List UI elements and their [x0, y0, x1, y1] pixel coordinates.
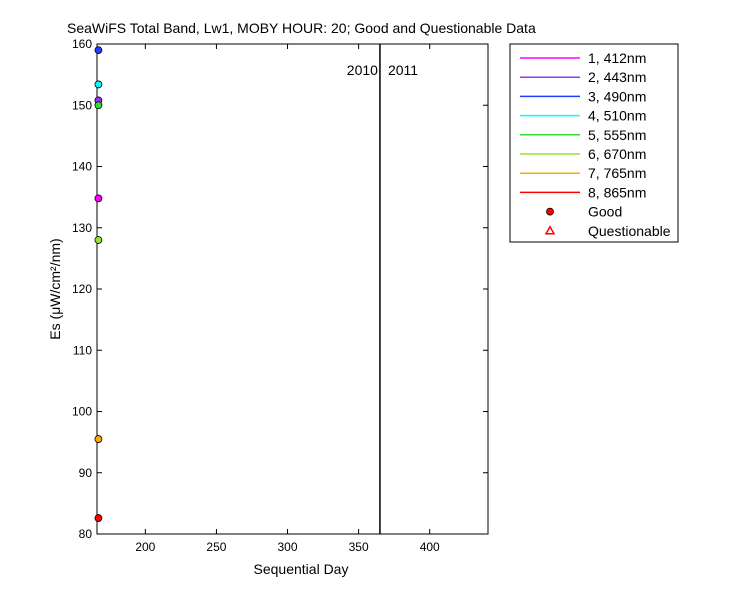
y-tick-label: 110 — [73, 343, 92, 357]
y-tick-label: 160 — [72, 37, 92, 51]
x-tick-label: 400 — [420, 540, 440, 554]
legend: 1, 412nm 2, 443nm 3, 490nm 4, 510nm 5, 555nm… — [509, 43, 679, 243]
y-tick-label: 150 — [72, 98, 92, 112]
y-tick-label: 130 — [72, 221, 92, 235]
data-point — [94, 46, 103, 55]
data-points — [94, 46, 103, 522]
legend-label: 3, 490nm — [588, 88, 646, 104]
data-point — [94, 194, 103, 203]
x-tick-label: 200 — [135, 540, 155, 554]
x-tick-label: 350 — [349, 540, 369, 554]
data-point — [94, 514, 103, 522]
legend-label: 5, 555nm — [588, 127, 646, 143]
data-point — [94, 80, 103, 89]
legend-label: 8, 865nm — [588, 184, 646, 200]
good-marker-icon — [546, 207, 554, 216]
axes: 80 90 100 110 120 130 140 150 160 200 250 300 350 400 — [72, 37, 488, 554]
x-tick-label: 250 — [206, 540, 226, 554]
legend-label: 2, 443nm — [588, 69, 646, 85]
y-tick-label: 90 — [79, 466, 93, 480]
chart-title: SeaWiFS Total Band, Lw1, MOBY HOUR: 20; … — [67, 20, 536, 36]
legend-label: 1, 412nm — [588, 50, 646, 66]
data-point — [94, 435, 103, 443]
year-label-left: 2010 — [347, 62, 378, 78]
y-axis-label: Es (μW/cm²/nm) — [47, 238, 63, 339]
legend-label: 7, 765nm — [588, 165, 646, 181]
x-axis-label: Sequential Day — [254, 561, 349, 577]
y-tick-label: 80 — [79, 527, 93, 541]
y-tick-label: 100 — [72, 405, 92, 419]
plot-area — [96, 43, 489, 535]
questionable-marker-icon — [544, 225, 556, 235]
legend-label: 6, 670nm — [588, 146, 646, 162]
data-point — [94, 236, 103, 244]
legend-label: 4, 510nm — [588, 108, 646, 124]
data-point — [94, 101, 103, 110]
x-tick-label: 300 — [278, 540, 298, 554]
year-label-right: 2011 — [388, 62, 418, 78]
legend-label: Questionable — [588, 223, 671, 239]
legend-label: Good — [588, 204, 622, 220]
y-tick-label: 120 — [72, 282, 92, 296]
y-tick-label: 140 — [72, 160, 92, 174]
